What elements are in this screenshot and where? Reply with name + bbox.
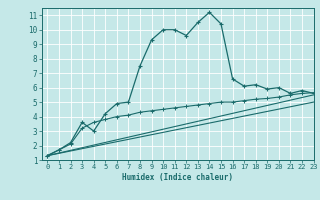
X-axis label: Humidex (Indice chaleur): Humidex (Indice chaleur) [122, 173, 233, 182]
